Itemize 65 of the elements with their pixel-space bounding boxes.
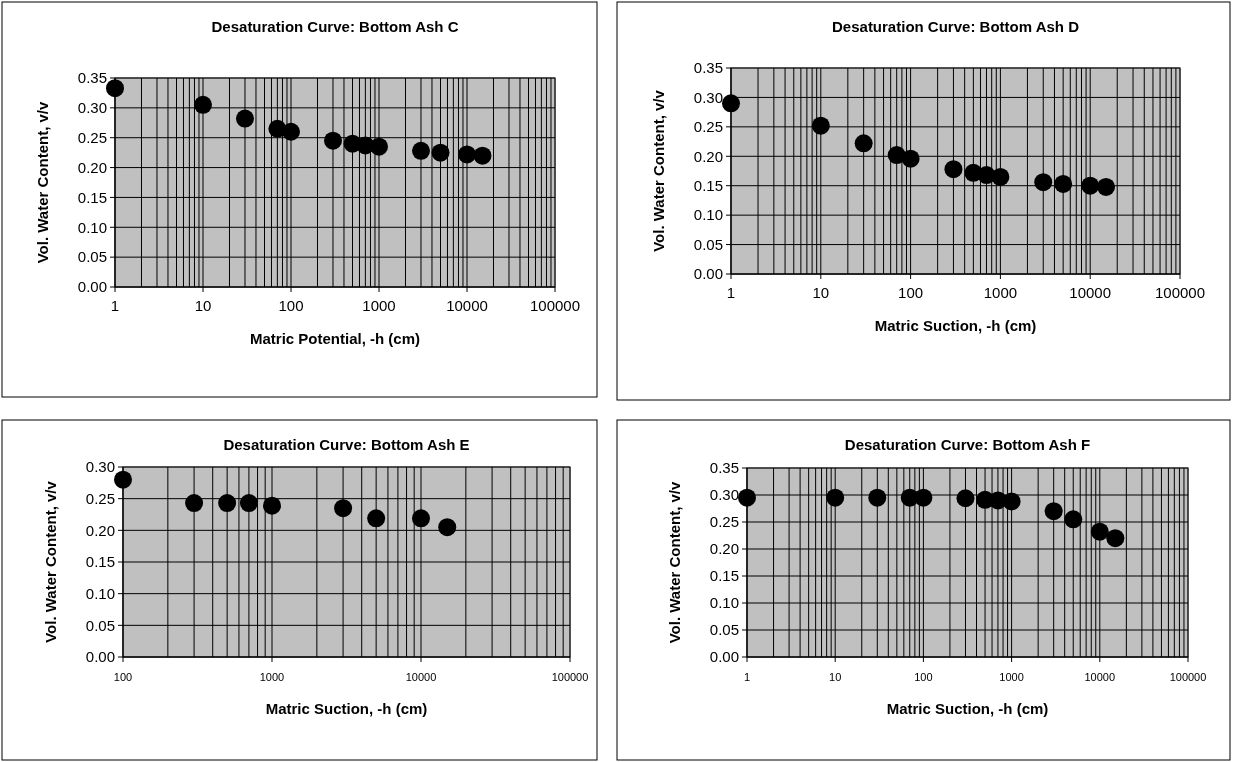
y-tick-label: 0.30 (709, 486, 739, 504)
x-axis-title: Matric Suction, -h (cm) (265, 700, 428, 717)
y-axis-title: Vol. Water Content, v/v (34, 101, 51, 264)
x-tick-label: 10000 (1084, 671, 1116, 683)
y-tick-label: 0.20 (77, 158, 107, 176)
x-tick-label: 1 (110, 297, 120, 314)
chart-title: Desaturation Curve: Bottom Ash C (211, 18, 459, 35)
y-axis-title: Vol. Water Content, v/v (42, 480, 59, 643)
y-tick-label: 0.30 (693, 88, 723, 106)
chart-title: Desaturation Curve: Bottom Ash E (223, 436, 470, 453)
x-tick-label: 10000 (405, 671, 437, 683)
y-axis-title: Vol. Water Content, v/v (666, 481, 683, 644)
y-tick-label: 0.35 (77, 69, 107, 87)
chart-title: Desaturation Curve: Bottom Ash F (844, 436, 1091, 453)
y-tick-label: 0.00 (693, 265, 723, 283)
y-tick-label: 0.25 (85, 489, 115, 507)
x-tick-label: 1000 (999, 671, 1024, 683)
y-tick-label: 0.30 (85, 458, 115, 476)
x-tick-label: 10 (812, 284, 830, 301)
y-axis-title: Vol. Water Content, v/v (650, 89, 667, 252)
x-tick-label: 100 (898, 284, 924, 301)
x-tick-label: 1 (726, 284, 736, 301)
x-tick-label: 10 (829, 671, 842, 683)
x-tick-label: 100000 (1169, 671, 1207, 683)
x-axis-title: Matric Suction, -h (cm) (886, 700, 1049, 717)
y-tick-label: 0.15 (709, 567, 739, 585)
x-tick-label: 10000 (446, 297, 488, 314)
y-tick-label: 0.25 (709, 513, 739, 531)
y-tick-label: 0.30 (77, 99, 107, 117)
y-tick-label: 0.35 (709, 459, 739, 477)
x-tick-label: 100000 (551, 671, 589, 683)
x-tick-label: 1000 (259, 671, 285, 683)
y-tick-label: 0.05 (709, 621, 739, 639)
x-tick-label: 100000 (529, 297, 581, 314)
x-axis-title: Matric Suction, -h (cm) (874, 317, 1037, 334)
x-tick-label: 10 (194, 297, 212, 314)
y-tick-label: 0.10 (77, 218, 107, 236)
y-tick-label: 0.05 (693, 235, 723, 253)
x-tick-label: 10000 (1069, 284, 1112, 301)
chart-title: Desaturation Curve: Bottom Ash D (832, 18, 1080, 35)
y-tick-label: 0.00 (85, 648, 115, 666)
y-tick-label: 0.35 (693, 59, 723, 77)
y-tick-label: 0.15 (693, 176, 723, 194)
y-tick-label: 0.25 (693, 118, 723, 136)
y-tick-label: 0.05 (77, 248, 107, 266)
y-tick-label: 0.15 (77, 188, 107, 206)
x-tick-label: 100000 (1154, 284, 1206, 301)
y-tick-label: 0.15 (85, 553, 115, 571)
y-tick-label: 0.20 (709, 540, 739, 558)
x-tick-label: 100 (914, 671, 933, 683)
x-tick-label: 1 (743, 671, 751, 683)
x-tick-label: 1000 (983, 284, 1018, 301)
y-tick-label: 0.20 (693, 147, 723, 165)
y-tick-label: 0.25 (77, 128, 107, 146)
y-tick-label: 0.00 (709, 648, 739, 666)
y-tick-label: 0.00 (77, 278, 107, 296)
y-tick-label: 0.20 (85, 521, 115, 539)
x-tick-label: 100 (113, 671, 133, 683)
x-tick-label: 100 (278, 297, 304, 314)
y-tick-label: 0.05 (85, 616, 115, 634)
y-tick-label: 0.10 (85, 584, 115, 602)
y-tick-label: 0.10 (693, 206, 723, 224)
y-tick-label: 0.10 (709, 594, 739, 612)
x-tick-label: 1000 (362, 297, 396, 314)
x-axis-title: Matric Potential, -h (cm) (249, 330, 421, 347)
